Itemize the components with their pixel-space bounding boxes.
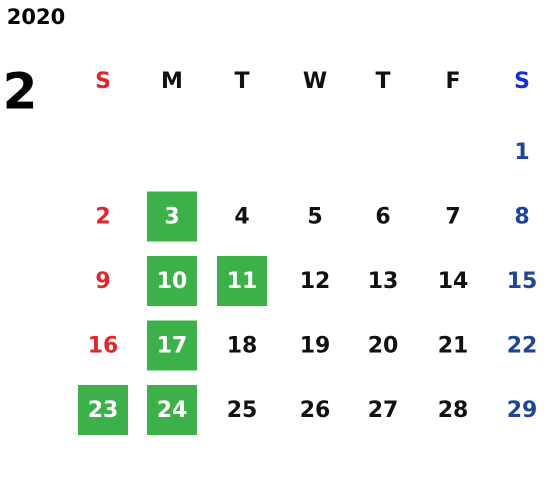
weekday-label: M — [161, 69, 183, 94]
day-number: 3 — [164, 205, 179, 230]
day-number: 12 — [300, 269, 331, 294]
day-number: 20 — [368, 334, 399, 359]
highlight-box — [147, 320, 197, 371]
day-number: 27 — [368, 398, 399, 423]
day-number: 22 — [507, 334, 538, 359]
year: 2020 — [7, 5, 65, 29]
day-number: 5 — [307, 205, 322, 230]
day-number: 6 — [375, 205, 390, 230]
day-number: 9 — [95, 269, 110, 294]
day-number: 11 — [227, 269, 258, 294]
day-number: 17 — [157, 334, 188, 359]
day-number: 25 — [227, 398, 258, 423]
day-number: 13 — [368, 269, 399, 294]
weekday-label: S — [95, 69, 111, 94]
day-number: 23 — [88, 398, 119, 423]
day-number: 8 — [514, 205, 529, 230]
day-number: 2 — [95, 205, 110, 230]
weekday-label: T — [234, 69, 249, 94]
weekday-label: T — [375, 69, 390, 94]
day-number: 24 — [157, 398, 188, 423]
day-number: 14 — [438, 269, 469, 294]
highlight-box — [217, 256, 267, 306]
day-number: 4 — [234, 205, 249, 230]
day-number: 7 — [445, 205, 460, 230]
weekday-label: F — [445, 69, 460, 94]
day-number: 10 — [157, 269, 188, 294]
weekday-label: W — [303, 69, 327, 94]
day-number: 21 — [438, 334, 469, 359]
day-number: 28 — [438, 398, 469, 423]
day-number: 16 — [88, 334, 119, 359]
month: 2 — [3, 63, 38, 121]
highlight-box — [147, 191, 197, 242]
day-number: 1 — [514, 140, 529, 165]
day-number: 26 — [300, 398, 331, 423]
weekday-label: S — [514, 69, 530, 94]
day-number: 29 — [507, 398, 538, 423]
day-number: 19 — [300, 334, 331, 359]
day-number: 18 — [227, 334, 258, 359]
highlight-box — [147, 385, 197, 435]
day-number: 15 — [507, 269, 538, 294]
highlight-box — [147, 256, 197, 306]
highlight-box — [78, 385, 128, 435]
